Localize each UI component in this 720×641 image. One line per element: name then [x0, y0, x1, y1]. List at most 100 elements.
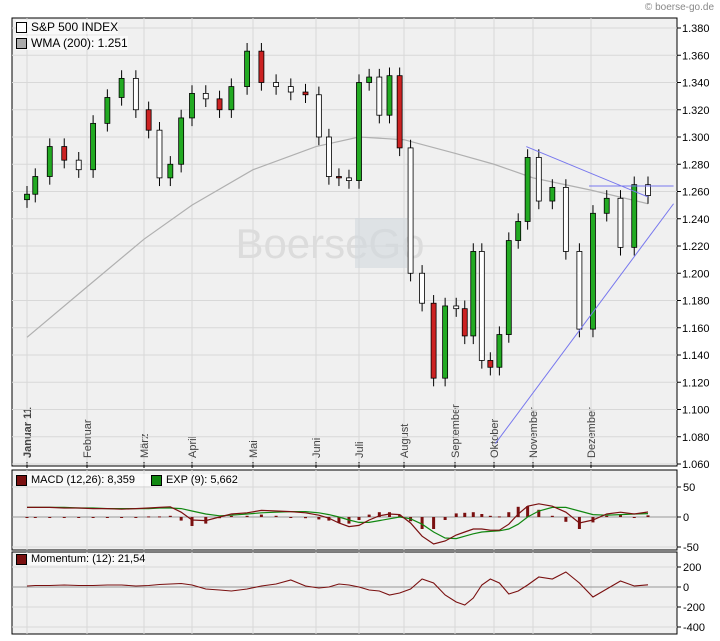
watermark-box: [355, 218, 407, 268]
macd-histogram-bar: [564, 517, 568, 522]
candle-body: [315, 94, 322, 138]
y-tick-label: 1.160: [682, 323, 710, 335]
y-tick-label: 1.080: [682, 432, 710, 444]
candle-body: [535, 157, 542, 202]
candle-body: [631, 184, 638, 248]
macd-y-tick-label: 50: [683, 482, 695, 494]
candle-body: [356, 82, 362, 181]
macd-histogram-bar: [77, 517, 81, 518]
legend-swatch: [16, 553, 27, 565]
x-tick-label: November: [528, 407, 540, 458]
x-tick-label: August: [399, 424, 411, 458]
legend-label: MACD (12,26): 8,359: [31, 474, 135, 486]
macd-histogram-bar: [120, 517, 124, 518]
legend-item-wma: WMA (200): 1.251: [16, 36, 128, 50]
momentum-y-tick-label: -400: [683, 622, 705, 634]
candle-body: [104, 97, 111, 124]
candle-body: [478, 251, 485, 361]
legend-swatch: [150, 474, 162, 486]
macd-histogram-bar: [537, 509, 541, 517]
candle-body: [617, 197, 624, 248]
macd-histogram-bar: [91, 517, 95, 518]
panel-momentum: [11, 551, 678, 635]
candle-body: [202, 93, 209, 100]
macd-histogram-bar: [497, 516, 501, 518]
macd-histogram-bar: [134, 517, 138, 518]
macd-y-tick-label: 0: [683, 512, 689, 524]
macd-histogram-bar: [229, 515, 233, 517]
candle-body: [453, 305, 460, 310]
candle-body: [419, 272, 425, 304]
candle-body: [407, 147, 414, 274]
momentum-y-tick-label: 200: [683, 562, 701, 574]
macd-histogram-bar: [62, 517, 66, 518]
legend-label: S&P 500 INDEX: [31, 20, 119, 34]
macd-histogram-bar: [550, 515, 554, 517]
candle-body: [505, 240, 512, 335]
x-tick-label: Juni: [311, 438, 323, 458]
y-tick-label: 1.100: [682, 405, 710, 417]
trend-line: [526, 146, 649, 198]
candle-body: [273, 82, 280, 87]
y-tick-label: 1.200: [682, 268, 710, 280]
macd-histogram-bar: [463, 512, 467, 517]
candle-body: [461, 308, 468, 337]
y-tick-label: 1.380: [682, 23, 710, 35]
macd-y-tick-label: -50: [683, 542, 699, 554]
macd-histogram-bar: [157, 516, 161, 518]
candle-body: [258, 50, 265, 83]
candle-body: [496, 334, 503, 368]
y-tick-label: 1.120: [682, 377, 710, 389]
macd-histogram-bar: [632, 517, 636, 518]
macd-histogram-bar: [190, 517, 194, 526]
macd-histogram-bar: [367, 514, 371, 517]
x-tick-label: September: [450, 404, 462, 458]
candle-body: [61, 146, 68, 161]
macd-histogram-bar: [259, 514, 263, 517]
macd-histogram-bar: [480, 514, 484, 517]
x-tick-label: Mai: [248, 440, 260, 458]
trend-line: [494, 203, 674, 444]
y-tick-label: 1.280: [682, 159, 710, 171]
candle-body: [366, 76, 373, 83]
legend-item-momentum: Momentum: (12): 21,54: [16, 553, 146, 565]
y-tick-label: 1.180: [682, 296, 710, 308]
candle-body: [118, 78, 125, 98]
legend-label: EXP (9): 5,662: [165, 474, 238, 486]
candle-body: [576, 251, 583, 330]
candle-body: [46, 146, 53, 177]
macd-histogram-bar: [507, 512, 511, 517]
legend-swatch: [16, 21, 27, 33]
candle-body: [515, 221, 522, 241]
candle-body: [430, 302, 437, 379]
candle-body: [32, 176, 39, 195]
y-tick-label: 1.340: [682, 78, 710, 90]
candle-body: [442, 305, 449, 379]
y-tick-label: 1.220: [682, 241, 710, 253]
legend-label: Momentum: (12): 21,54: [31, 553, 146, 565]
candle-body: [24, 193, 30, 201]
y-tick-label: 1.240: [682, 214, 710, 226]
y-tick-label: 1.140: [682, 350, 710, 362]
macd-histogram-bar: [289, 517, 293, 518]
candle-body: [287, 86, 294, 93]
y-tick-label: 1.260: [682, 187, 710, 199]
candle-body: [189, 93, 195, 119]
candle-body: [590, 212, 596, 330]
candle-body: [145, 109, 152, 131]
momentum-line: [26, 571, 649, 606]
macd-histogram-bar: [618, 514, 622, 517]
candle-body: [603, 197, 610, 214]
candle-body: [524, 157, 531, 222]
candle-body: [132, 78, 139, 111]
candle-body: [376, 76, 383, 116]
macd-histogram-bar: [377, 512, 381, 517]
y-tick-label: 1.300: [682, 132, 710, 144]
macd-histogram-bar: [147, 516, 151, 518]
macd-histogram-bar: [274, 515, 278, 517]
macd-histogram-bar: [516, 506, 520, 517]
candle-body: [325, 136, 332, 177]
x-tick-label: Oktober: [489, 419, 501, 458]
macd-histogram-bar: [168, 515, 172, 517]
